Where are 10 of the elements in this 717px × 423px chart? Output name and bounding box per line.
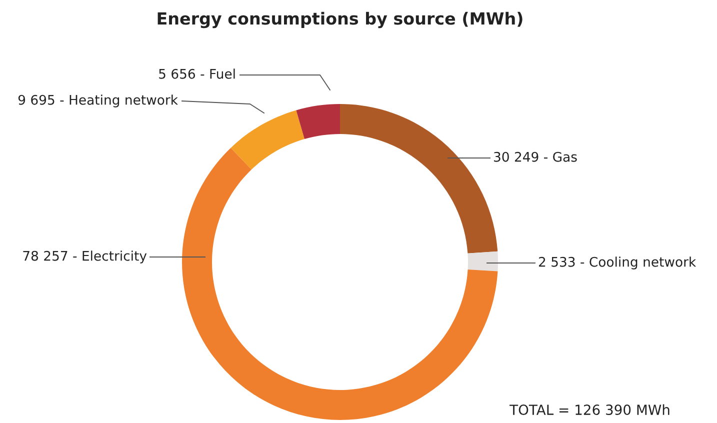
donut-slice (468, 251, 498, 272)
text: TOTAL = 126 390 MWh (510, 404, 670, 416)
slice-label: 2 533 - Cooling network (538, 256, 696, 270)
donut-slice (296, 104, 340, 140)
slice-label: 78 257 - Electricity (23, 250, 147, 264)
slice-label: 9 695 - Heating network (18, 94, 178, 108)
chart-title: Energy consumptions by source (MWh) (158, 12, 522, 28)
slice-label: 5 656 - Fuel (159, 68, 235, 79)
slice-label: 30 249 - Gas (494, 152, 577, 162)
donut-slice (230, 110, 304, 170)
